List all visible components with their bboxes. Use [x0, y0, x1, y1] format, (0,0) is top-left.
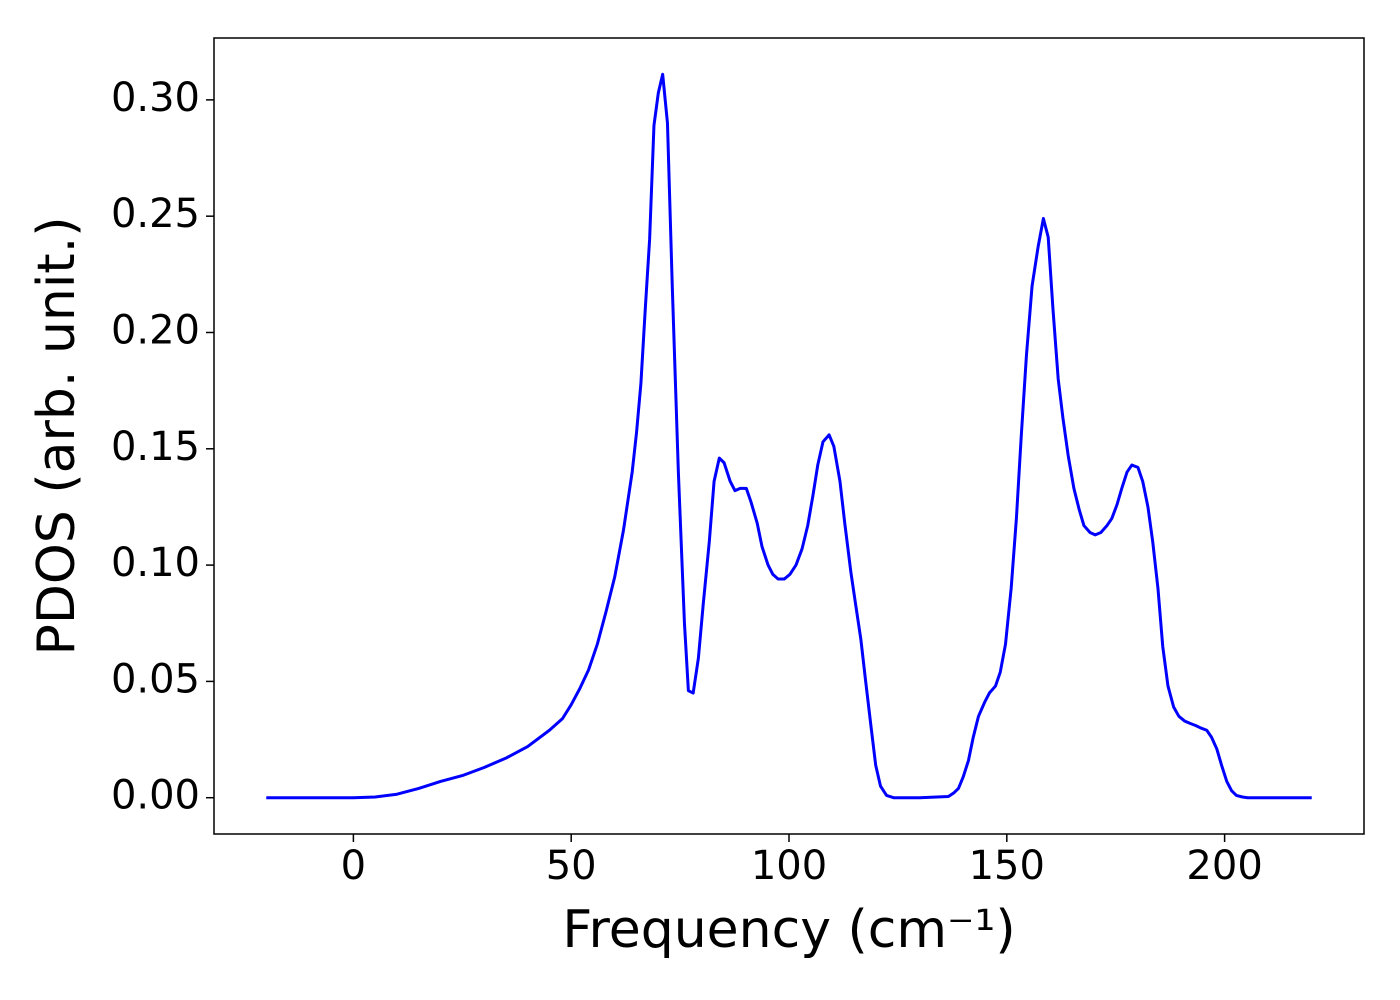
y-tick-label: 0.05 — [111, 656, 200, 702]
x-axis-label: Frequency (cm⁻¹) — [562, 900, 1015, 960]
x-tick-label: 150 — [969, 843, 1045, 889]
y-tick-label: 0.30 — [111, 75, 200, 121]
pdos-line — [266, 72, 1312, 800]
y-tick-label: 0.25 — [111, 191, 200, 237]
x-tick-label: 0 — [341, 843, 366, 889]
x-tick-label: 100 — [751, 843, 827, 889]
y-tick-label: 0.00 — [111, 773, 200, 819]
x-tick-label: 50 — [546, 843, 597, 889]
y-tick-label: 0.15 — [111, 424, 200, 470]
y-axis-label: PDOS (arb. unit.) — [27, 216, 87, 655]
y-tick-label: 0.20 — [111, 307, 200, 353]
plot-frame — [213, 37, 1365, 835]
y-tick-label: 0.10 — [111, 540, 200, 586]
x-tick-label: 200 — [1186, 843, 1262, 889]
